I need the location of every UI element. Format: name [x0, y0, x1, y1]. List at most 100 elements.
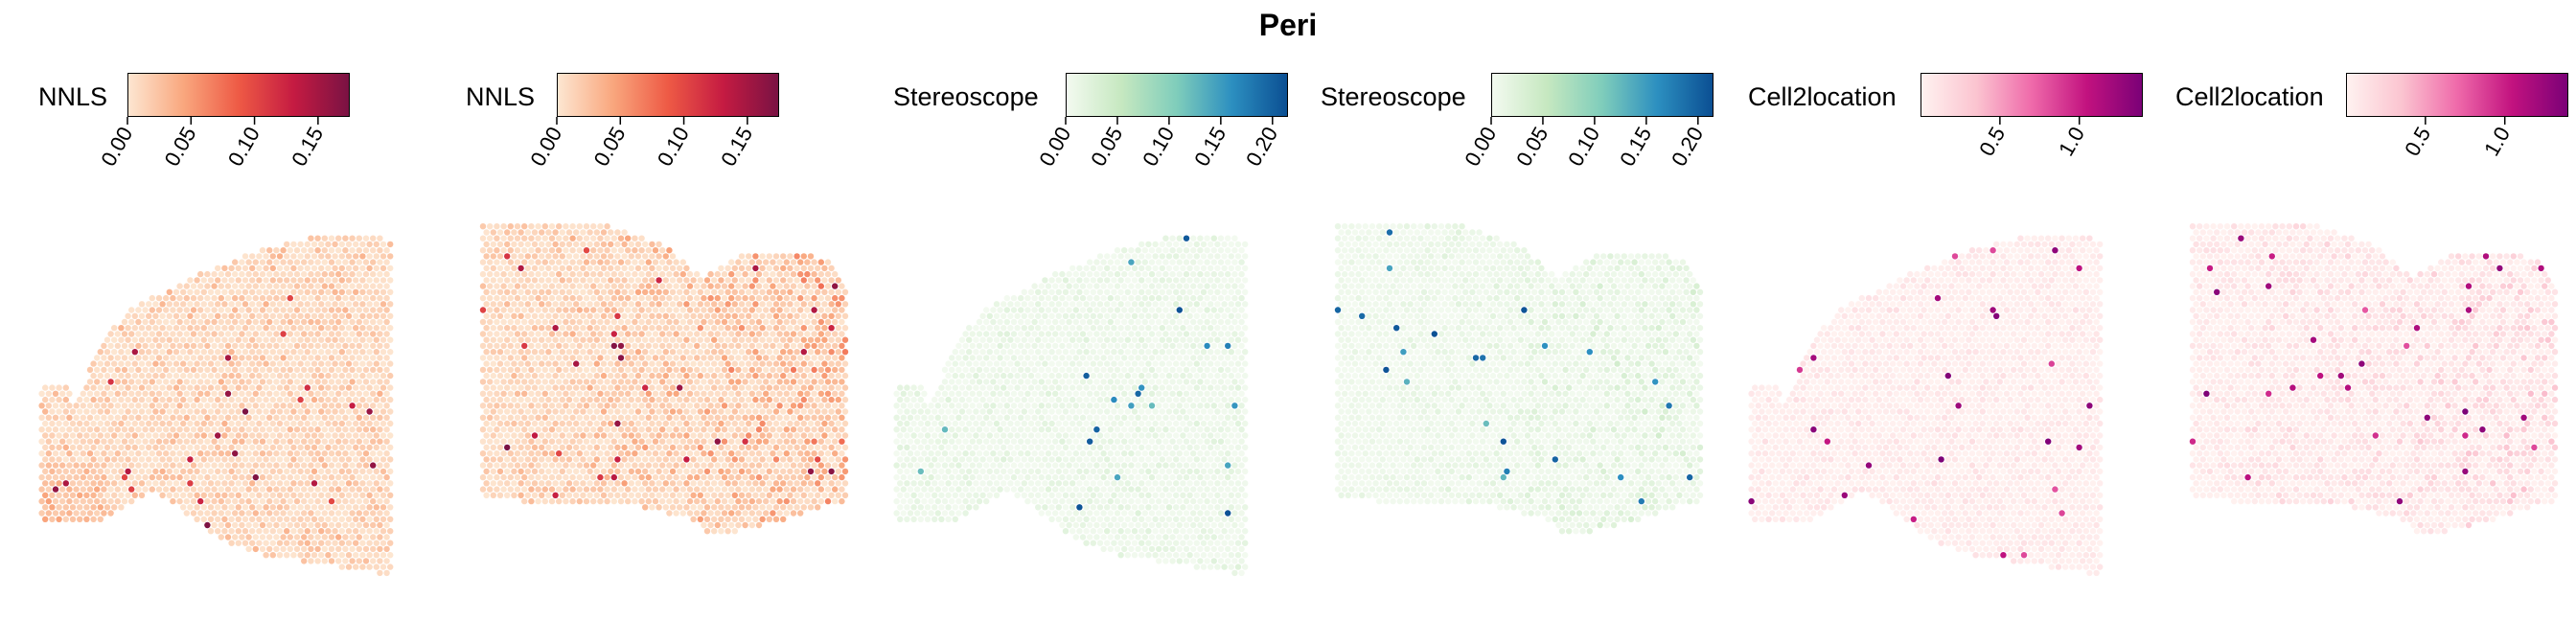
- spot: [318, 552, 325, 559]
- spot: [314, 558, 321, 564]
- spot: [487, 283, 494, 289]
- spot: [293, 318, 301, 326]
- spot: [600, 456, 608, 463]
- spot: [586, 480, 593, 487]
- spot: [673, 355, 679, 361]
- spot: [559, 288, 565, 295]
- spot: [280, 270, 287, 278]
- spot: [52, 438, 59, 445]
- spot: [94, 379, 101, 385]
- spot: [746, 253, 752, 260]
- spot: [835, 492, 841, 498]
- spot: [163, 294, 170, 302]
- spot: [586, 420, 593, 427]
- spot: [559, 312, 565, 319]
- spot: [349, 545, 356, 553]
- spot: [479, 414, 487, 421]
- spot: [1007, 301, 1014, 308]
- spot: [500, 294, 507, 302]
- spot: [683, 349, 690, 356]
- spot: [556, 259, 563, 265]
- spot: [308, 390, 314, 397]
- spot: [56, 444, 62, 451]
- spot: [780, 504, 787, 511]
- spot: [673, 414, 679, 421]
- spot: [697, 384, 703, 391]
- spot: [772, 492, 780, 498]
- spot: [121, 450, 128, 457]
- spot: [194, 432, 200, 439]
- spot: [839, 414, 845, 421]
- spot: [183, 342, 190, 350]
- spot: [301, 534, 308, 540]
- spot: [755, 426, 763, 433]
- spot: [239, 307, 245, 313]
- spot: [673, 486, 679, 493]
- spot: [669, 372, 677, 380]
- spot: [642, 492, 649, 498]
- spot: [638, 450, 645, 457]
- spot: [817, 473, 824, 481]
- spot: [701, 331, 707, 337]
- spot: [597, 426, 604, 433]
- spot: [666, 270, 673, 278]
- spot: [807, 420, 815, 427]
- spot: [576, 379, 583, 385]
- spot: [377, 569, 383, 577]
- spot: [528, 235, 535, 242]
- spot: [187, 468, 194, 475]
- spot: [183, 497, 190, 505]
- spot: [1208, 312, 1214, 319]
- spot: [583, 402, 590, 409]
- spot: [97, 504, 104, 511]
- spot: [731, 516, 738, 522]
- spot: [159, 408, 166, 415]
- spot: [539, 349, 545, 356]
- spot: [659, 414, 666, 421]
- spot: [318, 301, 325, 308]
- spot: [600, 277, 608, 284]
- spot: [776, 318, 783, 326]
- spot: [494, 355, 500, 361]
- spot: [101, 450, 107, 457]
- spot: [146, 301, 152, 308]
- spot: [494, 307, 500, 313]
- spot: [142, 426, 149, 433]
- spot: [284, 360, 290, 367]
- spot: [314, 390, 321, 397]
- spot: [380, 516, 387, 522]
- spot: [332, 468, 338, 475]
- spot: [1070, 277, 1076, 284]
- spot: [252, 497, 259, 505]
- spot: [249, 432, 256, 439]
- spot: [349, 521, 356, 529]
- spot: [835, 480, 841, 487]
- spot: [787, 468, 794, 475]
- spot: [652, 414, 659, 421]
- spot: [269, 492, 276, 498]
- spot: [521, 318, 528, 326]
- spot: [628, 372, 634, 380]
- spot: [983, 307, 990, 313]
- spot: [500, 307, 507, 313]
- spot: [790, 331, 797, 337]
- spot: [362, 331, 370, 337]
- spot: [766, 468, 772, 475]
- spot: [249, 325, 256, 332]
- spot: [1204, 235, 1210, 242]
- spot: [666, 426, 673, 433]
- spot: [321, 235, 328, 242]
- spot: [1221, 264, 1228, 272]
- spot: [679, 426, 686, 433]
- spot: [576, 450, 583, 457]
- spot: [728, 510, 735, 517]
- spot: [1242, 288, 1249, 295]
- spot: [735, 379, 742, 385]
- spot: [287, 426, 293, 433]
- spot: [308, 486, 314, 493]
- spot: [656, 384, 662, 391]
- spot: [287, 534, 293, 540]
- spot: [366, 277, 373, 284]
- spot: [677, 432, 683, 439]
- spot: [276, 480, 284, 487]
